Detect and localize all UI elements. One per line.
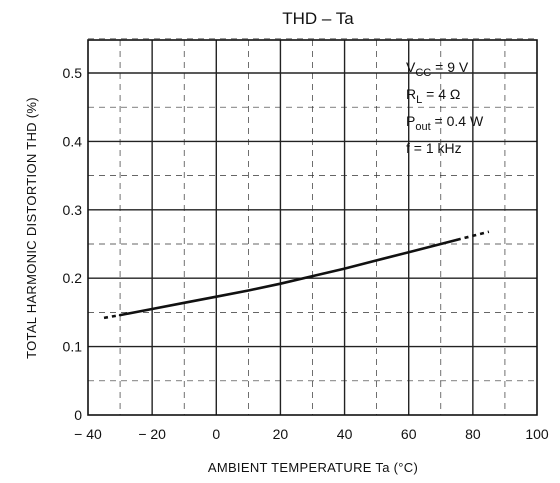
x-axis-title: AMBIENT TEMPERATURE Ta (°C) [208,460,418,475]
curve-measured [118,238,459,317]
condition-notes: VCC = 9 V RL = 4 Ω Pout = 0.4 W f = 1 kHz [406,59,484,156]
x-tick-label: 40 [337,426,353,442]
curve-extrapolated-left [103,313,121,320]
y-tick-label: 0.3 [63,202,83,218]
y-tick-labels: 0 0.1 0.2 0.3 0.4 0.5 [63,65,83,423]
condition-note: VCC = 9 V [406,59,469,79]
condition-note: Pout = 0.4 W [406,113,484,133]
y-tick-label: 0.2 [63,270,83,286]
x-tick-label: − 40 [74,426,102,442]
x-tick-label: 80 [465,426,481,442]
y-tick-label: 0.5 [63,65,83,81]
curve-extrapolated-right [456,230,490,242]
x-tick-label: − 20 [138,426,166,442]
plot-frame [87,39,538,416]
y-axis-title: TOTAL HARMONIC DISTORTION THD (%) [24,97,39,359]
x-tick-label: 20 [273,426,289,442]
condition-note: RL = 4 Ω [406,86,460,106]
condition-note: f = 1 kHz [406,140,462,156]
y-tick-label: 0.1 [63,339,83,355]
thd-curve [103,230,490,320]
x-tick-label: 0 [212,426,220,442]
major-grid [88,40,537,415]
chart-title: THD – Ta [282,9,354,28]
minor-grid [88,38,537,415]
x-tick-label: 100 [525,426,549,442]
x-tick-label: 60 [401,426,417,442]
y-tick-label: 0 [74,407,82,423]
x-tick-labels: − 40 − 20 0 20 40 60 80 100 [74,426,549,442]
y-tick-label: 0.4 [63,133,83,149]
